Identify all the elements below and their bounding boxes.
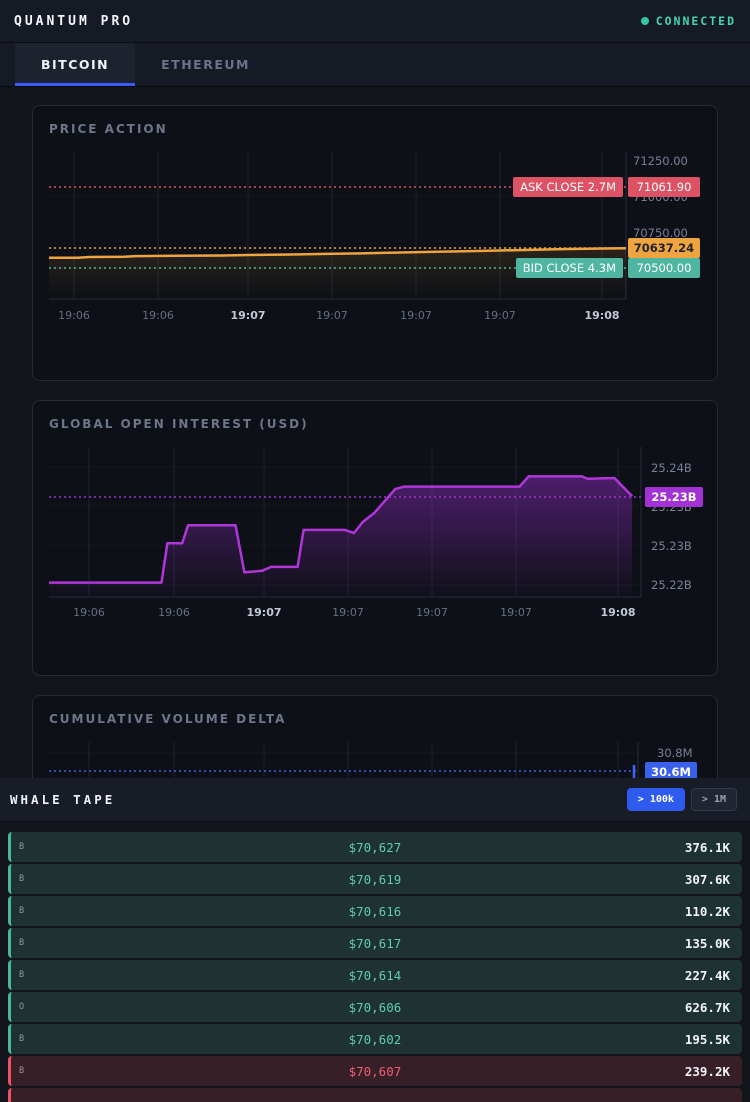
price-line (49, 247, 627, 259)
trade-row: O $70,606 626.7K (8, 992, 742, 1022)
y-tick: 25.23B (651, 539, 692, 553)
trade-price: $70,602 (348, 1031, 402, 1047)
trade-price: $70,617 (348, 935, 402, 951)
x-tick: 19:06 (158, 606, 190, 619)
x-tick: 19:07 (316, 309, 348, 322)
whale-tape-list: B $70,627 376.1K B $70,619 307.6K B $70,… (0, 822, 750, 1102)
exchange-badge: B (19, 874, 25, 884)
whale-tape-filters: > 100k > 1M (626, 788, 737, 811)
last-price-value: 70637.24 (628, 238, 700, 258)
exchange-badge: B (19, 1066, 25, 1076)
filter-100k-button[interactable]: > 100k (626, 788, 685, 811)
trade-price: $70,627 (348, 839, 402, 855)
trade-row: B $70,627 376.1K (8, 832, 742, 862)
y-tick: 25.22B (651, 578, 692, 592)
trade-size: 110.2K (684, 903, 730, 919)
trade-row (8, 1088, 742, 1102)
exchange-badge: B (19, 938, 25, 948)
bid-close-value: 70500.00 (628, 258, 700, 278)
oi-last-value: 25.23B (645, 487, 703, 507)
price-action-title: PRICE ACTION (49, 122, 168, 136)
open-interest-title: GLOBAL OPEN INTEREST (USD) (49, 417, 309, 431)
trade-size: 626.7K (684, 999, 730, 1015)
price-area-fill (49, 248, 626, 299)
open-interest-line (49, 475, 633, 584)
trade-row: B $70,619 307.6K (8, 864, 742, 894)
x-tick: 19:07 (484, 309, 516, 322)
connection-dot-icon (640, 17, 649, 25)
open-interest-chart-svg (49, 447, 642, 598)
trade-row: B $70,602 195.5K (8, 1024, 742, 1054)
open-interest-area-fill (49, 476, 633, 597)
exchange-badge: B (19, 842, 25, 852)
whale-tape-title: WHALE TAPE (10, 792, 116, 807)
trade-row: B $70,616 110.2K (8, 896, 742, 926)
exchange-badge: O (19, 1002, 25, 1012)
x-tick: 19:06 (73, 606, 105, 619)
x-tick: 19:08 (600, 606, 636, 619)
x-axis-labels: 19:06 19:06 19:07 19:07 19:07 19:07 19:0… (49, 304, 703, 330)
whale-tape-header: WHALE TAPE > 100k > 1M (0, 778, 750, 822)
price-action-panel: PRICE ACTION (32, 105, 718, 381)
y-tick: 25.24B (651, 461, 692, 475)
trade-row: B $70,614 227.4K (8, 960, 742, 990)
cvd-title: CUMULATIVE VOLUME DELTA (49, 712, 287, 726)
trade-price: $70,614 (348, 967, 402, 983)
whale-tape-section: WHALE TAPE > 100k > 1M B $70,627 376.1K … (0, 778, 750, 1102)
ask-close-badge: ASK CLOSE 2.7M (513, 177, 623, 197)
ask-close-value: 71061.90 (628, 177, 700, 197)
tab-bitcoin[interactable]: BITCOIN (15, 43, 136, 86)
trade-size: 227.4K (684, 967, 730, 983)
trade-size: 195.5K (684, 1031, 730, 1047)
x-tick: 19:08 (584, 309, 620, 322)
trade-row: B $70,617 135.0K (8, 928, 742, 958)
y-tick: 70750.00 (633, 226, 688, 240)
asset-tab-bar: BITCOIN ETHEREUM (0, 43, 750, 87)
price-line-chart-svg (49, 152, 627, 300)
trade-size: 376.1K (684, 839, 730, 855)
app-title: QUANTUM PRO (14, 13, 134, 29)
y-tick: 71250.00 (633, 154, 688, 168)
trade-price: $70,619 (348, 871, 402, 887)
x-tick: 19:06 (142, 309, 174, 322)
x-tick: 19:07 (246, 606, 282, 619)
connection-label: CONNECTED (655, 14, 736, 28)
x-tick: 19:07 (230, 309, 266, 322)
bid-close-badge: BID CLOSE 4.3M (515, 258, 623, 278)
cvd-chart: 30.8M 30.6M (49, 742, 703, 788)
price-action-chart: 71250.00 71000.00 70750.00 70500.00 ASK … (49, 152, 703, 330)
y-tick: 30.8M (657, 746, 693, 760)
x-tick: 19:07 (400, 309, 432, 322)
exchange-badge: B (19, 906, 25, 916)
x-tick: 19:07 (500, 606, 532, 619)
main-content: PRICE ACTION (0, 87, 750, 935)
trade-size: 307.6K (684, 871, 730, 887)
cvd-last-value: 30.6M (645, 762, 697, 782)
open-interest-panel: GLOBAL OPEN INTEREST (USD) (32, 400, 718, 676)
tab-ethereum[interactable]: ETHEREUM (161, 57, 250, 72)
exchange-badge: B (19, 1034, 25, 1044)
trade-row: B $70,607 239.2K (8, 1056, 742, 1086)
trade-price: $70,606 (348, 999, 402, 1015)
x-tick: 19:07 (332, 606, 364, 619)
trade-size: 135.0K (684, 935, 730, 951)
x-tick: 19:06 (58, 309, 90, 322)
trade-price: $70,616 (348, 903, 402, 919)
open-interest-chart: 25.24B 25.23B 25.23B 25.22B 25.23B 19:06… (49, 447, 703, 627)
x-tick: 19:07 (416, 606, 448, 619)
exchange-badge: B (19, 970, 25, 980)
app-header: QUANTUM PRO CONNECTED (0, 0, 750, 43)
x-axis-labels: 19:06 19:06 19:07 19:07 19:07 19:07 19:0… (49, 601, 703, 627)
trade-size: 239.2K (684, 1063, 730, 1079)
connection-status: CONNECTED (640, 14, 736, 28)
trade-price: $70,607 (348, 1063, 402, 1079)
filter-1m-button[interactable]: > 1M (690, 788, 737, 811)
